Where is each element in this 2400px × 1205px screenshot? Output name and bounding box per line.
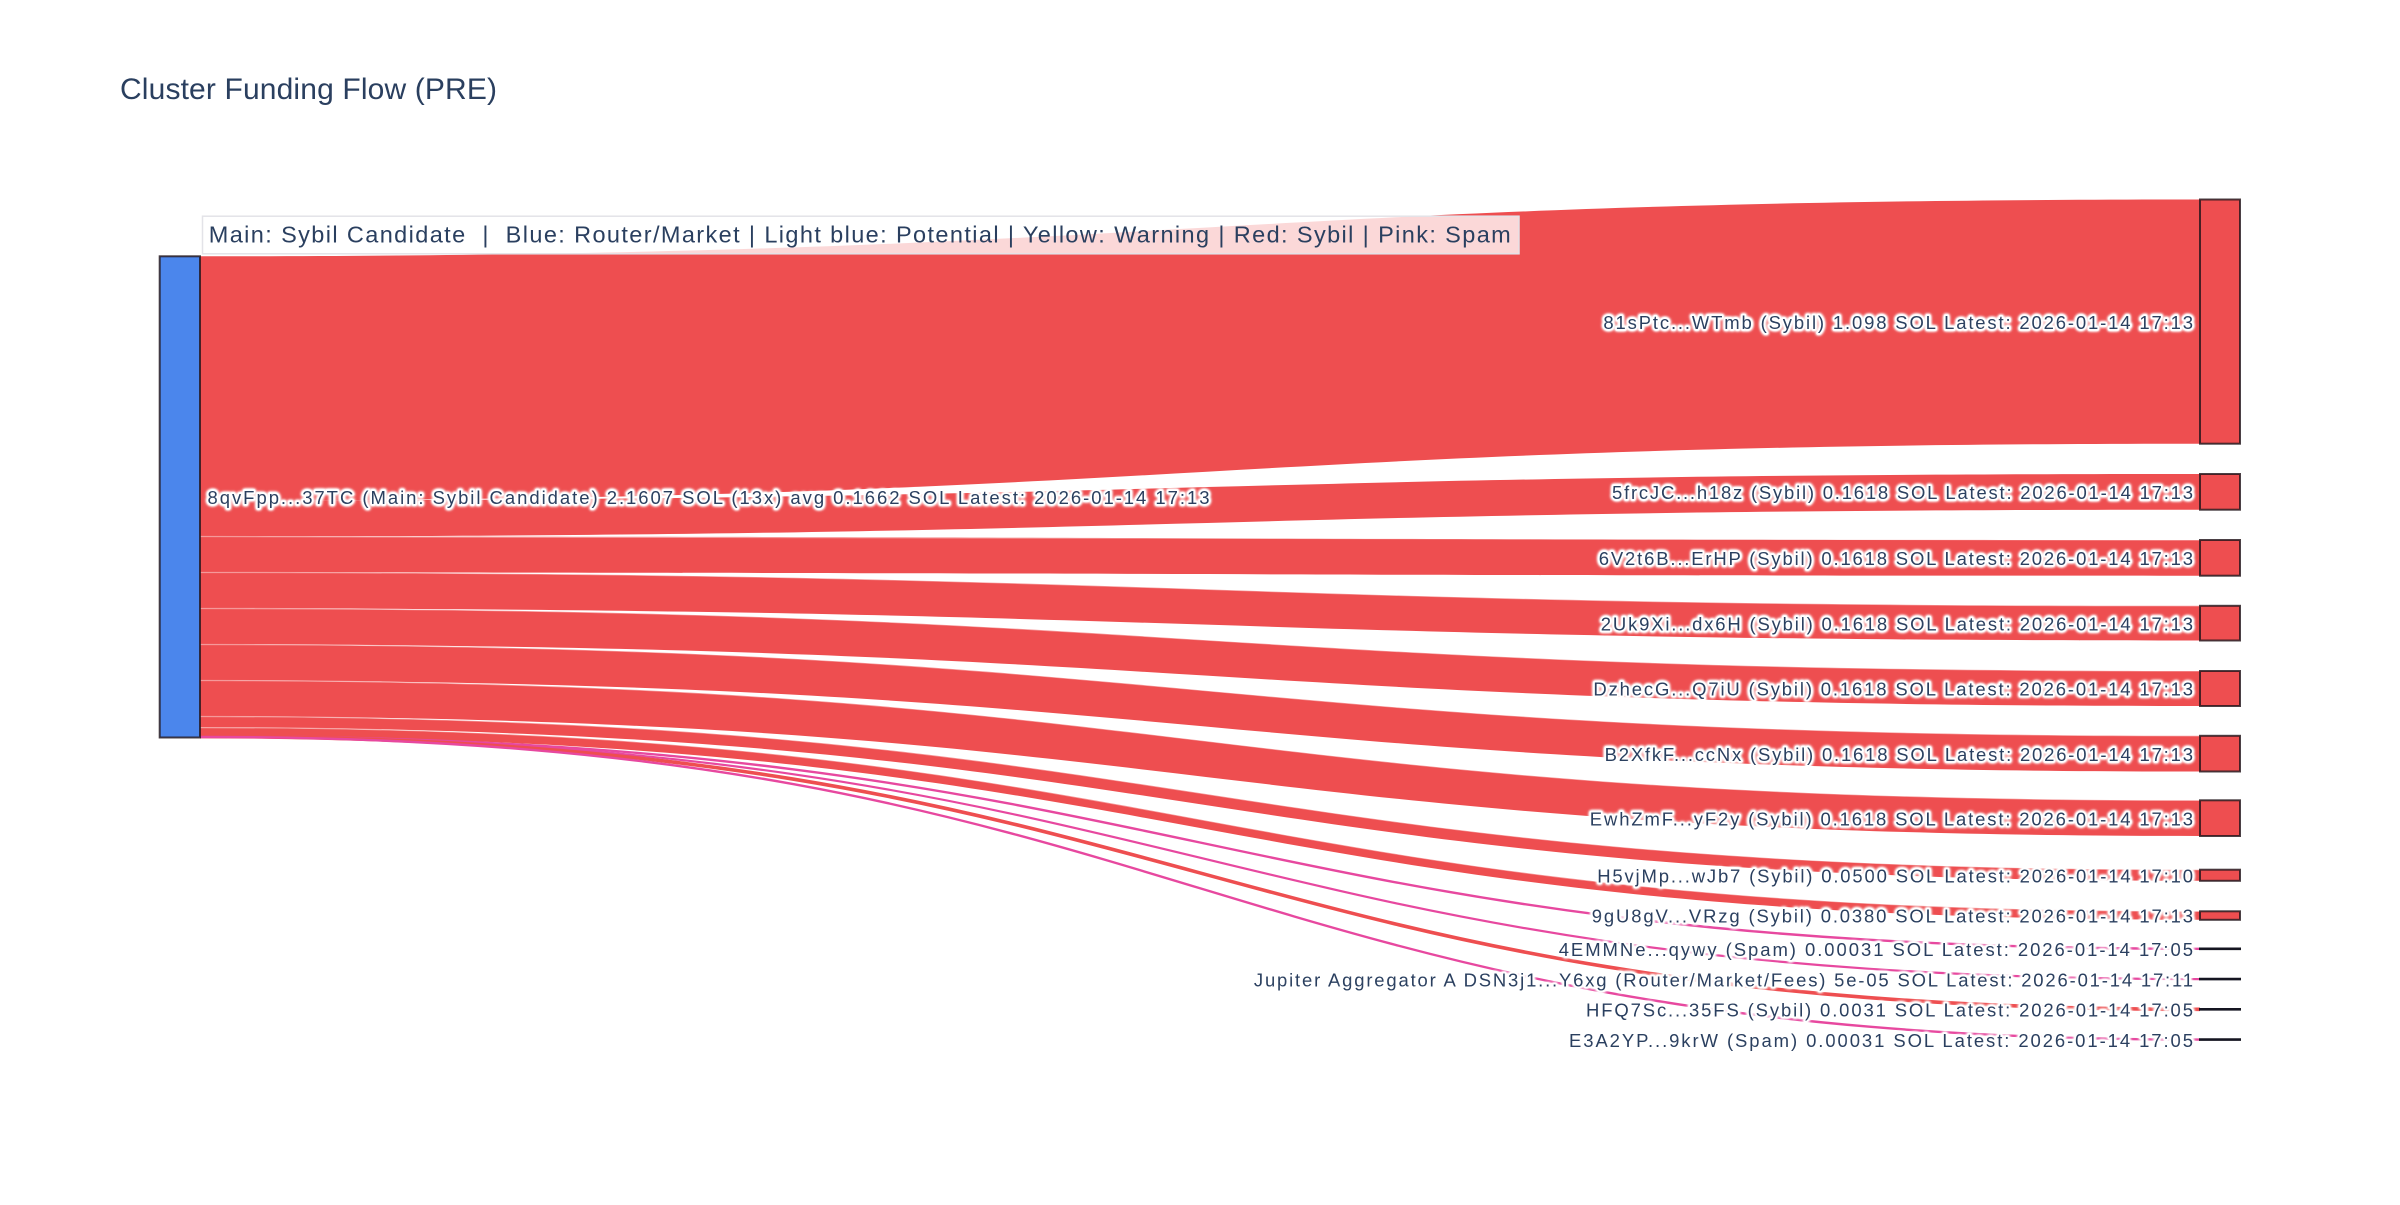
svg-text:2Uk9Xi...dx6H (Sybil) 0.1618 S: 2Uk9Xi...dx6H (Sybil) 0.1618 SOL Latest:… (1601, 613, 2193, 634)
svg-text:Main: Sybil Candidate | Blue: Main: Sybil Candidate | Blue: Router/Mar… (209, 221, 1511, 247)
svg-text:HFQ7Sc...35FS (Sybil) 0.0031 S: HFQ7Sc...35FS (Sybil) 0.0031 SOL Latest:… (1586, 1000, 2193, 1021)
svg-text:H5vjMp...wJb7 (Sybil) 0.0500 S: H5vjMp...wJb7 (Sybil) 0.0500 SOL Latest:… (1597, 866, 2193, 887)
svg-text:8qvFpp...37TC (Main: Sybil Can: 8qvFpp...37TC (Main: Sybil Candidate) 2.… (208, 487, 1210, 508)
svg-text:9gU8gV...VRzg (Sybil) 0.0380 S: 9gU8gV...VRzg (Sybil) 0.0380 SOL Latest:… (1592, 906, 2193, 927)
svg-text:81sPtc...WTmb (Sybil) 1.098 SO: 81sPtc...WTmb (Sybil) 1.098 SOL Latest: … (1603, 312, 2193, 333)
svg-text:5frcJC...h18z (Sybil) 0.1618 S: 5frcJC...h18z (Sybil) 0.1618 SOL Latest:… (1612, 482, 2193, 503)
svg-text:Jupiter Aggregator A DSN3j1...: Jupiter Aggregator A DSN3j1...Y6xg (Rout… (1254, 970, 2193, 991)
svg-text:DzhecG...Q7iU (Sybil) 0.1618 S: DzhecG...Q7iU (Sybil) 0.1618 SOL Latest:… (1593, 679, 2193, 700)
svg-text:E3A2YP...9krW (Spam) 0.00031 S: E3A2YP...9krW (Spam) 0.00031 SOL Latest:… (1569, 1030, 2193, 1051)
svg-text:B2XfkF...ccNx (Sybil) 0.1618 S: B2XfkF...ccNx (Sybil) 0.1618 SOL Latest:… (1605, 744, 2193, 765)
svg-text:Cluster Funding Flow (PRE): Cluster Funding Flow (PRE) (120, 73, 497, 106)
svg-text:6V2t6B...ErHP (Sybil) 0.1618 S: 6V2t6B...ErHP (Sybil) 0.1618 SOL Latest:… (1599, 548, 2193, 569)
svg-text:EwhZmF...yF2y (Sybil) 0.1618 S: EwhZmF...yF2y (Sybil) 0.1618 SOL Latest:… (1590, 808, 2193, 829)
